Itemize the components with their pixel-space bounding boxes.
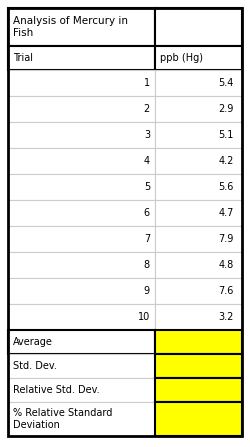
Bar <box>8 226 155 252</box>
Bar <box>8 304 155 330</box>
Bar <box>155 354 242 378</box>
Text: 4: 4 <box>144 156 150 166</box>
Text: Analysis of Mercury in
Fish: Analysis of Mercury in Fish <box>13 16 128 38</box>
Bar <box>8 46 155 70</box>
Text: 5.1: 5.1 <box>218 130 234 140</box>
Text: 7.9: 7.9 <box>218 234 234 244</box>
Bar <box>8 8 155 46</box>
Text: 5.6: 5.6 <box>218 182 234 192</box>
Text: 2: 2 <box>144 104 150 114</box>
Text: 7.6: 7.6 <box>218 286 234 296</box>
Bar <box>155 252 242 278</box>
Bar <box>8 378 155 402</box>
Bar <box>155 304 242 330</box>
Bar <box>8 330 155 354</box>
Bar <box>155 96 242 122</box>
Bar <box>155 174 242 200</box>
Text: 10: 10 <box>138 312 150 322</box>
Text: 2.9: 2.9 <box>218 104 234 114</box>
Bar <box>8 200 155 226</box>
Bar <box>155 330 242 354</box>
Bar <box>8 278 155 304</box>
Bar <box>8 354 155 378</box>
Text: 6: 6 <box>144 208 150 218</box>
Bar <box>8 70 155 96</box>
Text: 8: 8 <box>144 260 150 270</box>
Bar <box>8 174 155 200</box>
Text: 3.2: 3.2 <box>218 312 234 322</box>
Bar <box>8 122 155 148</box>
Bar <box>155 8 242 46</box>
Text: 5.4: 5.4 <box>218 78 234 88</box>
Bar <box>155 226 242 252</box>
Bar <box>155 402 242 436</box>
Text: Average: Average <box>13 337 53 347</box>
Bar <box>8 252 155 278</box>
Bar <box>155 70 242 96</box>
Text: Trial: Trial <box>13 53 33 63</box>
Bar <box>8 96 155 122</box>
Text: 3: 3 <box>144 130 150 140</box>
Text: 4.2: 4.2 <box>218 156 234 166</box>
Bar <box>155 148 242 174</box>
Text: 1: 1 <box>144 78 150 88</box>
Bar <box>155 46 242 70</box>
Text: 4.8: 4.8 <box>219 260 234 270</box>
Bar <box>155 122 242 148</box>
Text: 5: 5 <box>144 182 150 192</box>
Text: Std. Dev.: Std. Dev. <box>13 361 57 371</box>
Bar <box>155 278 242 304</box>
Text: % Relative Standard
Deviation: % Relative Standard Deviation <box>13 408 112 430</box>
Text: Relative Std. Dev.: Relative Std. Dev. <box>13 385 100 395</box>
Bar <box>8 402 155 436</box>
Bar <box>155 200 242 226</box>
Text: 9: 9 <box>144 286 150 296</box>
Bar <box>155 378 242 402</box>
Text: ppb (Hg): ppb (Hg) <box>160 53 203 63</box>
Text: 4.7: 4.7 <box>218 208 234 218</box>
Text: 7: 7 <box>144 234 150 244</box>
Bar <box>8 148 155 174</box>
